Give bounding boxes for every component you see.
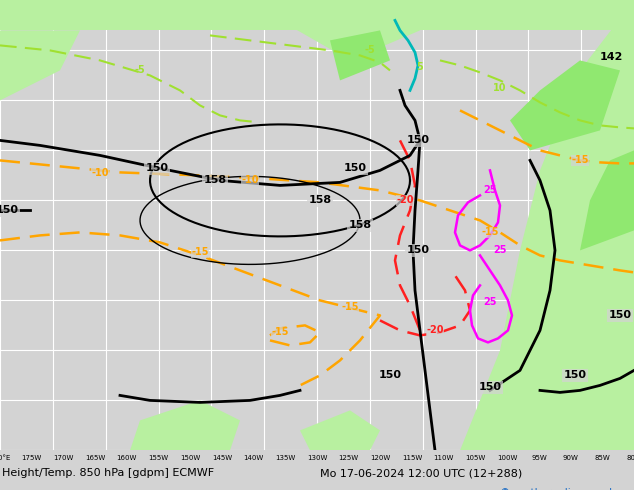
- Text: -5: -5: [365, 46, 375, 55]
- Text: 90W: 90W: [562, 455, 579, 462]
- Text: 150: 150: [406, 245, 429, 255]
- Text: 130W: 130W: [307, 455, 327, 462]
- Text: -20: -20: [426, 325, 444, 335]
- Text: 150: 150: [344, 163, 366, 173]
- Text: -15: -15: [571, 155, 589, 166]
- Text: 175W: 175W: [22, 455, 42, 462]
- Text: -15: -15: [271, 327, 288, 338]
- Polygon shape: [130, 400, 240, 450]
- Text: 105W: 105W: [465, 455, 486, 462]
- Text: Height/Temp. 850 hPa [gdpm] ECMWF: Height/Temp. 850 hPa [gdpm] ECMWF: [2, 468, 214, 478]
- Text: 150W: 150W: [180, 455, 200, 462]
- Text: -5: -5: [134, 65, 145, 75]
- Text: 142: 142: [600, 52, 623, 62]
- Polygon shape: [300, 411, 380, 450]
- Text: 150: 150: [564, 370, 586, 380]
- Text: 170W: 170W: [53, 455, 74, 462]
- Polygon shape: [510, 60, 620, 150]
- Text: 150: 150: [145, 163, 169, 173]
- Text: 115W: 115W: [402, 455, 422, 462]
- Text: 25: 25: [483, 185, 497, 196]
- Text: 155W: 155W: [148, 455, 169, 462]
- Text: 150: 150: [406, 135, 429, 146]
- Text: -15: -15: [341, 302, 359, 313]
- Polygon shape: [0, 0, 634, 30]
- Text: 150: 150: [609, 310, 631, 320]
- Text: 140W: 140W: [243, 455, 264, 462]
- Text: 135W: 135W: [275, 455, 295, 462]
- Polygon shape: [330, 30, 390, 80]
- Text: 158: 158: [204, 175, 226, 185]
- Text: -10: -10: [242, 175, 259, 185]
- Text: 125W: 125W: [339, 455, 359, 462]
- Polygon shape: [280, 0, 420, 60]
- Text: 95W: 95W: [531, 455, 547, 462]
- Polygon shape: [0, 30, 80, 100]
- Text: 145W: 145W: [212, 455, 232, 462]
- Text: 150: 150: [479, 382, 501, 392]
- Text: -20: -20: [396, 196, 414, 205]
- Text: -15: -15: [191, 247, 209, 257]
- Text: 25: 25: [483, 297, 497, 307]
- Text: -10: -10: [91, 169, 109, 178]
- Text: 100W: 100W: [497, 455, 517, 462]
- Text: 10: 10: [493, 83, 507, 94]
- Text: 165W: 165W: [85, 455, 105, 462]
- Text: Mo 17-06-2024 12:00 UTC (12+288): Mo 17-06-2024 12:00 UTC (12+288): [320, 468, 522, 478]
- Polygon shape: [580, 150, 634, 250]
- Polygon shape: [460, 0, 634, 450]
- Text: ©weatheronline.co.uk: ©weatheronline.co.uk: [500, 489, 616, 490]
- Text: 180°E: 180°E: [0, 455, 11, 462]
- Text: 120W: 120W: [370, 455, 391, 462]
- Text: 158: 158: [308, 196, 332, 205]
- Text: 25: 25: [493, 245, 507, 255]
- Text: 80W: 80W: [626, 455, 634, 462]
- Text: 150: 150: [378, 370, 401, 380]
- Text: 160W: 160W: [117, 455, 137, 462]
- Text: 110W: 110W: [434, 455, 454, 462]
- Text: -15: -15: [481, 227, 499, 237]
- Text: 85W: 85W: [595, 455, 610, 462]
- Text: 150: 150: [0, 205, 18, 216]
- Text: 158: 158: [349, 220, 372, 230]
- Text: 5: 5: [417, 62, 424, 73]
